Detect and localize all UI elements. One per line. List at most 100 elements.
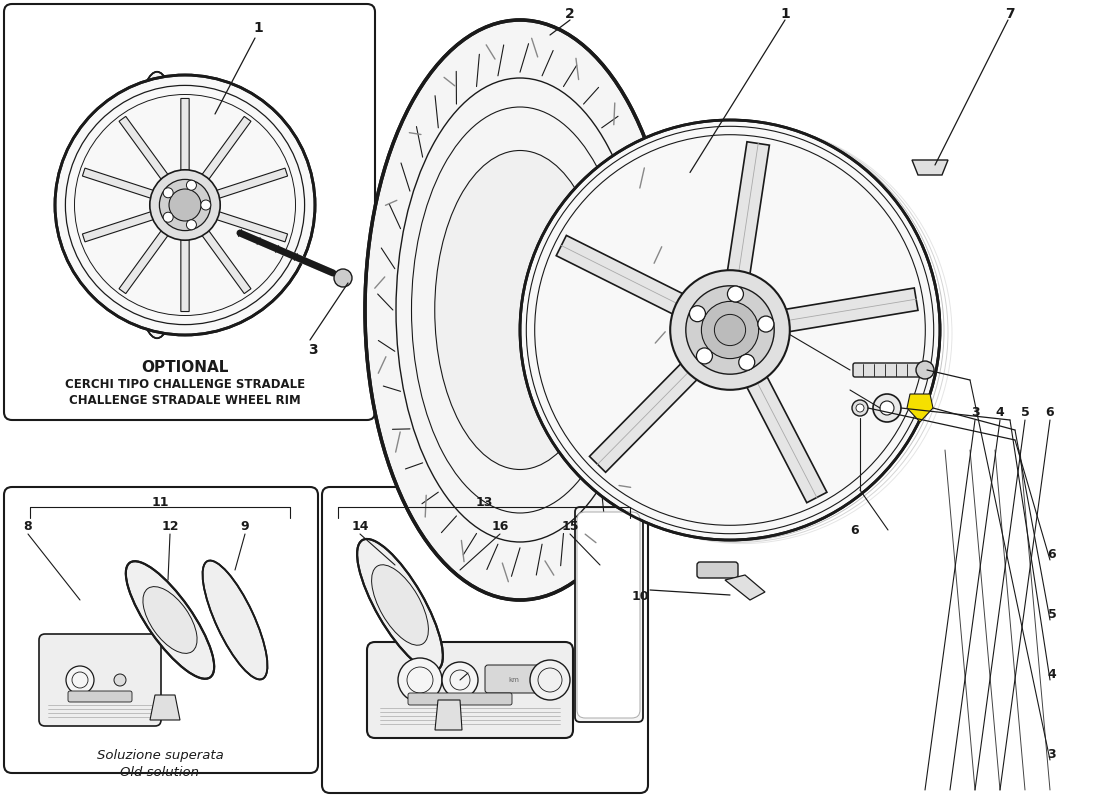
Polygon shape: [119, 116, 169, 182]
Text: km: km: [508, 677, 519, 683]
Ellipse shape: [365, 20, 675, 600]
Text: 6: 6: [1047, 549, 1056, 562]
Text: 3: 3: [308, 343, 318, 357]
Polygon shape: [725, 575, 764, 600]
FancyBboxPatch shape: [852, 363, 922, 377]
Polygon shape: [213, 211, 287, 242]
Text: 5: 5: [1021, 406, 1030, 418]
Ellipse shape: [202, 561, 267, 679]
FancyBboxPatch shape: [697, 562, 738, 578]
Polygon shape: [119, 228, 169, 294]
Text: 7: 7: [1005, 7, 1015, 21]
FancyBboxPatch shape: [485, 665, 543, 693]
Circle shape: [856, 404, 864, 412]
Polygon shape: [557, 235, 690, 318]
Text: 12: 12: [162, 521, 178, 534]
Circle shape: [186, 220, 197, 230]
Circle shape: [696, 348, 713, 364]
Ellipse shape: [125, 562, 214, 678]
Ellipse shape: [130, 72, 185, 338]
Polygon shape: [908, 394, 933, 422]
Text: 15: 15: [561, 521, 579, 534]
Ellipse shape: [358, 539, 443, 671]
Polygon shape: [590, 358, 703, 472]
Text: 11: 11: [152, 495, 168, 509]
FancyBboxPatch shape: [575, 507, 644, 722]
Polygon shape: [744, 370, 827, 502]
Polygon shape: [180, 237, 189, 311]
Polygon shape: [200, 116, 251, 182]
Text: 8: 8: [24, 521, 32, 534]
Circle shape: [163, 188, 173, 198]
Circle shape: [163, 212, 173, 222]
Text: 2: 2: [565, 7, 575, 21]
Circle shape: [201, 200, 211, 210]
Circle shape: [186, 180, 197, 190]
Text: 6: 6: [1046, 406, 1054, 418]
Circle shape: [442, 662, 478, 698]
Polygon shape: [434, 700, 462, 730]
Text: OPTIONAL: OPTIONAL: [141, 361, 229, 375]
Circle shape: [520, 120, 940, 540]
FancyBboxPatch shape: [578, 512, 640, 718]
Circle shape: [873, 394, 901, 422]
FancyBboxPatch shape: [4, 487, 318, 773]
Text: 4: 4: [996, 406, 1004, 418]
Circle shape: [150, 170, 220, 240]
Text: CERCHI TIPO CHALLENGE STRADALE: CERCHI TIPO CHALLENGE STRADALE: [65, 378, 305, 391]
Circle shape: [55, 75, 315, 335]
Text: 16: 16: [492, 521, 508, 534]
FancyBboxPatch shape: [367, 642, 573, 738]
Text: 3: 3: [1047, 747, 1056, 761]
Polygon shape: [150, 695, 180, 720]
Circle shape: [398, 658, 442, 702]
Circle shape: [702, 302, 759, 358]
Text: 3: 3: [970, 406, 979, 418]
Text: 5: 5: [1047, 607, 1056, 621]
Text: 10: 10: [631, 590, 649, 602]
Circle shape: [758, 316, 774, 332]
Ellipse shape: [372, 565, 428, 646]
Ellipse shape: [143, 586, 197, 654]
Circle shape: [66, 666, 94, 694]
Circle shape: [670, 270, 790, 390]
FancyBboxPatch shape: [322, 487, 648, 793]
Circle shape: [727, 286, 744, 302]
Text: 6: 6: [850, 523, 859, 537]
Text: autodiag: autodiag: [330, 341, 830, 439]
Polygon shape: [778, 288, 918, 333]
Ellipse shape: [434, 150, 605, 470]
Polygon shape: [726, 142, 769, 282]
Circle shape: [916, 361, 934, 379]
Circle shape: [169, 189, 201, 221]
Text: 4: 4: [1047, 667, 1056, 681]
Circle shape: [685, 286, 774, 374]
Polygon shape: [912, 160, 948, 175]
Text: Old solution: Old solution: [121, 766, 199, 779]
Circle shape: [114, 674, 126, 686]
Text: 13: 13: [475, 495, 493, 509]
Text: Soluzione superata: Soluzione superata: [97, 750, 223, 762]
Circle shape: [714, 314, 746, 346]
Circle shape: [160, 179, 210, 230]
FancyBboxPatch shape: [68, 691, 132, 702]
Circle shape: [690, 306, 705, 322]
Circle shape: [852, 400, 868, 416]
Text: 14: 14: [351, 521, 369, 534]
Circle shape: [739, 354, 755, 370]
Polygon shape: [82, 211, 156, 242]
Polygon shape: [200, 228, 251, 294]
Polygon shape: [82, 168, 156, 199]
Polygon shape: [213, 168, 287, 199]
Circle shape: [334, 269, 352, 287]
Circle shape: [880, 401, 894, 415]
FancyBboxPatch shape: [4, 4, 375, 420]
Text: a passion for parts: a passion for parts: [388, 433, 772, 467]
Polygon shape: [180, 98, 189, 174]
Text: 1: 1: [253, 21, 263, 35]
Text: 1: 1: [780, 7, 790, 21]
Circle shape: [530, 660, 570, 700]
FancyBboxPatch shape: [408, 693, 512, 705]
Polygon shape: [580, 510, 640, 720]
FancyBboxPatch shape: [39, 634, 161, 726]
